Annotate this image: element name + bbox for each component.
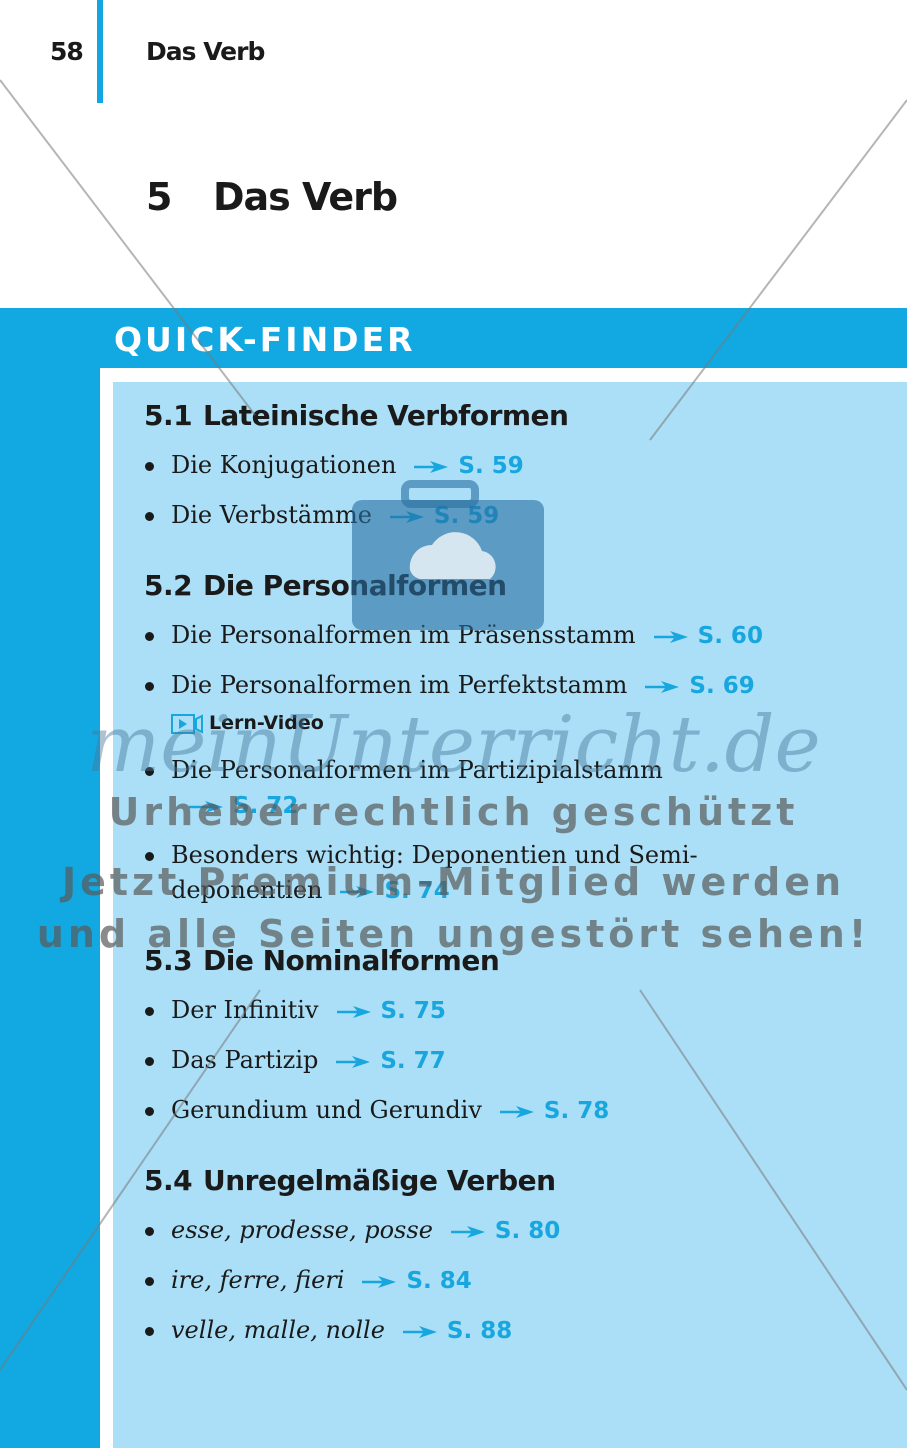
section-number: 5.3 xyxy=(144,944,193,977)
section-title: Unregelmäßige Verben xyxy=(203,1164,556,1197)
list-item: ire, ferre, fieri S. 84 xyxy=(113,1256,771,1306)
page-ref-text: S. 60 xyxy=(697,623,763,649)
section-heading: 5.2 Die Personalformen xyxy=(113,566,907,606)
section-heading: 5.1 Lateinische Verbformen xyxy=(113,396,907,436)
section: 5.4 Unregelmäßige Verben esse, prodesse, p… xyxy=(113,1161,907,1356)
header-rule xyxy=(97,0,103,103)
page-ref-text: S. 72 xyxy=(233,793,299,819)
item-text: esse, prodesse, posse xyxy=(171,1216,433,1244)
video-label: Lern-Video xyxy=(209,712,324,734)
list-item: Besonders wichtig: Deponentien und Semi-… xyxy=(113,831,771,916)
section-number: 5.4 xyxy=(144,1164,193,1197)
arrow-icon xyxy=(340,885,375,898)
page-ref: S. 88 xyxy=(385,1318,512,1344)
section-title: Lateinische Verbformen xyxy=(203,399,569,432)
page-ref-text: S. 77 xyxy=(380,1048,446,1074)
section: 5.2 Die Personalformen Die Personalformen … xyxy=(113,566,907,916)
page-ref-text: S. 84 xyxy=(406,1268,472,1294)
page-ref: S. 80 xyxy=(433,1218,560,1244)
item-text: velle, malle, nolle xyxy=(171,1316,385,1344)
list-item: Die Personalformen im Präsensstamm S. 60 xyxy=(113,611,771,661)
page-ref-text: S. 78 xyxy=(543,1098,610,1124)
watermark-text: und alle Seiten ungestört sehen! xyxy=(36,912,871,956)
arrow-icon xyxy=(362,1275,397,1288)
section-title: Die Personalformen xyxy=(203,569,507,602)
page-ref-text: S. 59 xyxy=(433,503,500,529)
arrow-icon xyxy=(499,1105,534,1118)
list-item: Das Partizip S. 77 xyxy=(113,1036,771,1086)
arrow-icon xyxy=(389,510,424,523)
item-text: Die Personalformen im Perfektstamm xyxy=(171,671,628,699)
watermark-text: Jetzt Premium-Mitglied werden xyxy=(61,860,846,904)
page-ref: S. 59 xyxy=(372,503,499,529)
page-ref-text: S. 75 xyxy=(380,998,446,1024)
item-text: Besonders wichtig: Deponentien und Semi-… xyxy=(171,841,698,904)
list-item: Die Personalformen im Perfektstamm S. 69 xyxy=(113,661,771,711)
list-item: Gerundium und Gerundiv S. 78 xyxy=(113,1086,771,1136)
watermark-text: Urheberrechtlich geschützt xyxy=(108,790,799,834)
item-text: Das Partizip xyxy=(171,1046,319,1074)
page-ref: S. 77 xyxy=(318,1048,446,1074)
item-text: Die Personalformen im Partizipialstamm xyxy=(171,756,663,784)
item-text: Die Konjugationen xyxy=(171,451,397,479)
page-ref: S. 72 xyxy=(171,793,298,819)
video-link: Lern-Video xyxy=(113,711,907,735)
page-ref: S. 74 xyxy=(322,878,450,904)
page-number: 58 xyxy=(50,37,84,66)
item-text: ire, ferre, fieri xyxy=(171,1266,345,1294)
page-ref: S. 78 xyxy=(482,1098,609,1124)
page-ref-text: S. 69 xyxy=(689,673,755,699)
video-icon xyxy=(171,713,203,734)
page-ref-text: S. 59 xyxy=(458,453,524,479)
list-item: Die Konjugationen S. 59 xyxy=(113,441,771,491)
chapter-number: 5 xyxy=(146,175,173,219)
page-ref: S. 84 xyxy=(344,1268,472,1294)
arrow-icon xyxy=(414,460,449,473)
section-number: 5.2 xyxy=(144,569,193,602)
list-item: velle, malle, nolle S. 88 xyxy=(113,1306,771,1356)
page-ref-text: S. 88 xyxy=(446,1318,513,1344)
section-heading: 5.4 Unregelmäßige Verben xyxy=(113,1161,907,1201)
running-title: Das Verb xyxy=(146,37,265,66)
section-title: Die Nominalformen xyxy=(203,944,500,977)
arrow-icon xyxy=(189,800,223,813)
section-number: 5.1 xyxy=(144,399,193,432)
page-ref: S. 60 xyxy=(636,623,763,649)
page-ref-text: S. 74 xyxy=(384,878,450,904)
page-ref: S. 69 xyxy=(627,673,755,699)
watermark-brand: meinUnterricht.de xyxy=(86,700,821,790)
arrow-icon xyxy=(653,630,688,643)
section: 5.1 Lateinische Verbformen Die Konjugation… xyxy=(113,396,907,541)
page-ref: S. 59 xyxy=(396,453,524,479)
item-text: Die Personalformen im Präsensstamm xyxy=(171,621,636,649)
page-ref-text: S. 80 xyxy=(494,1218,561,1244)
item-text: Der Infinitiv xyxy=(171,996,319,1024)
arrow-icon xyxy=(402,1325,437,1338)
arrow-icon xyxy=(450,1225,485,1238)
page-ref: S. 75 xyxy=(319,998,446,1024)
quick-finder-label: QUICK-FINDER xyxy=(114,320,416,359)
section: 5.3 Die Nominalformen Der Infinitiv S. 75 Da… xyxy=(113,941,907,1136)
list-item: Die Verbstämme S. 59 xyxy=(113,491,771,541)
section-heading: 5.3 Die Nominalformen xyxy=(113,941,907,981)
chapter-title: Das Verb xyxy=(213,175,398,219)
item-text: Die Verbstämme xyxy=(171,501,372,529)
arrow-icon xyxy=(645,680,680,693)
arrow-icon xyxy=(336,1055,371,1068)
list-item: Die Personalformen im Partizipialstamm S.… xyxy=(113,746,771,831)
arrow-icon xyxy=(336,1005,371,1018)
list-item: Der Infinitiv S. 75 xyxy=(113,986,771,1036)
list-item: esse, prodesse, posse S. 80 xyxy=(113,1206,771,1256)
item-text: Gerundium und Gerundiv xyxy=(171,1096,482,1124)
